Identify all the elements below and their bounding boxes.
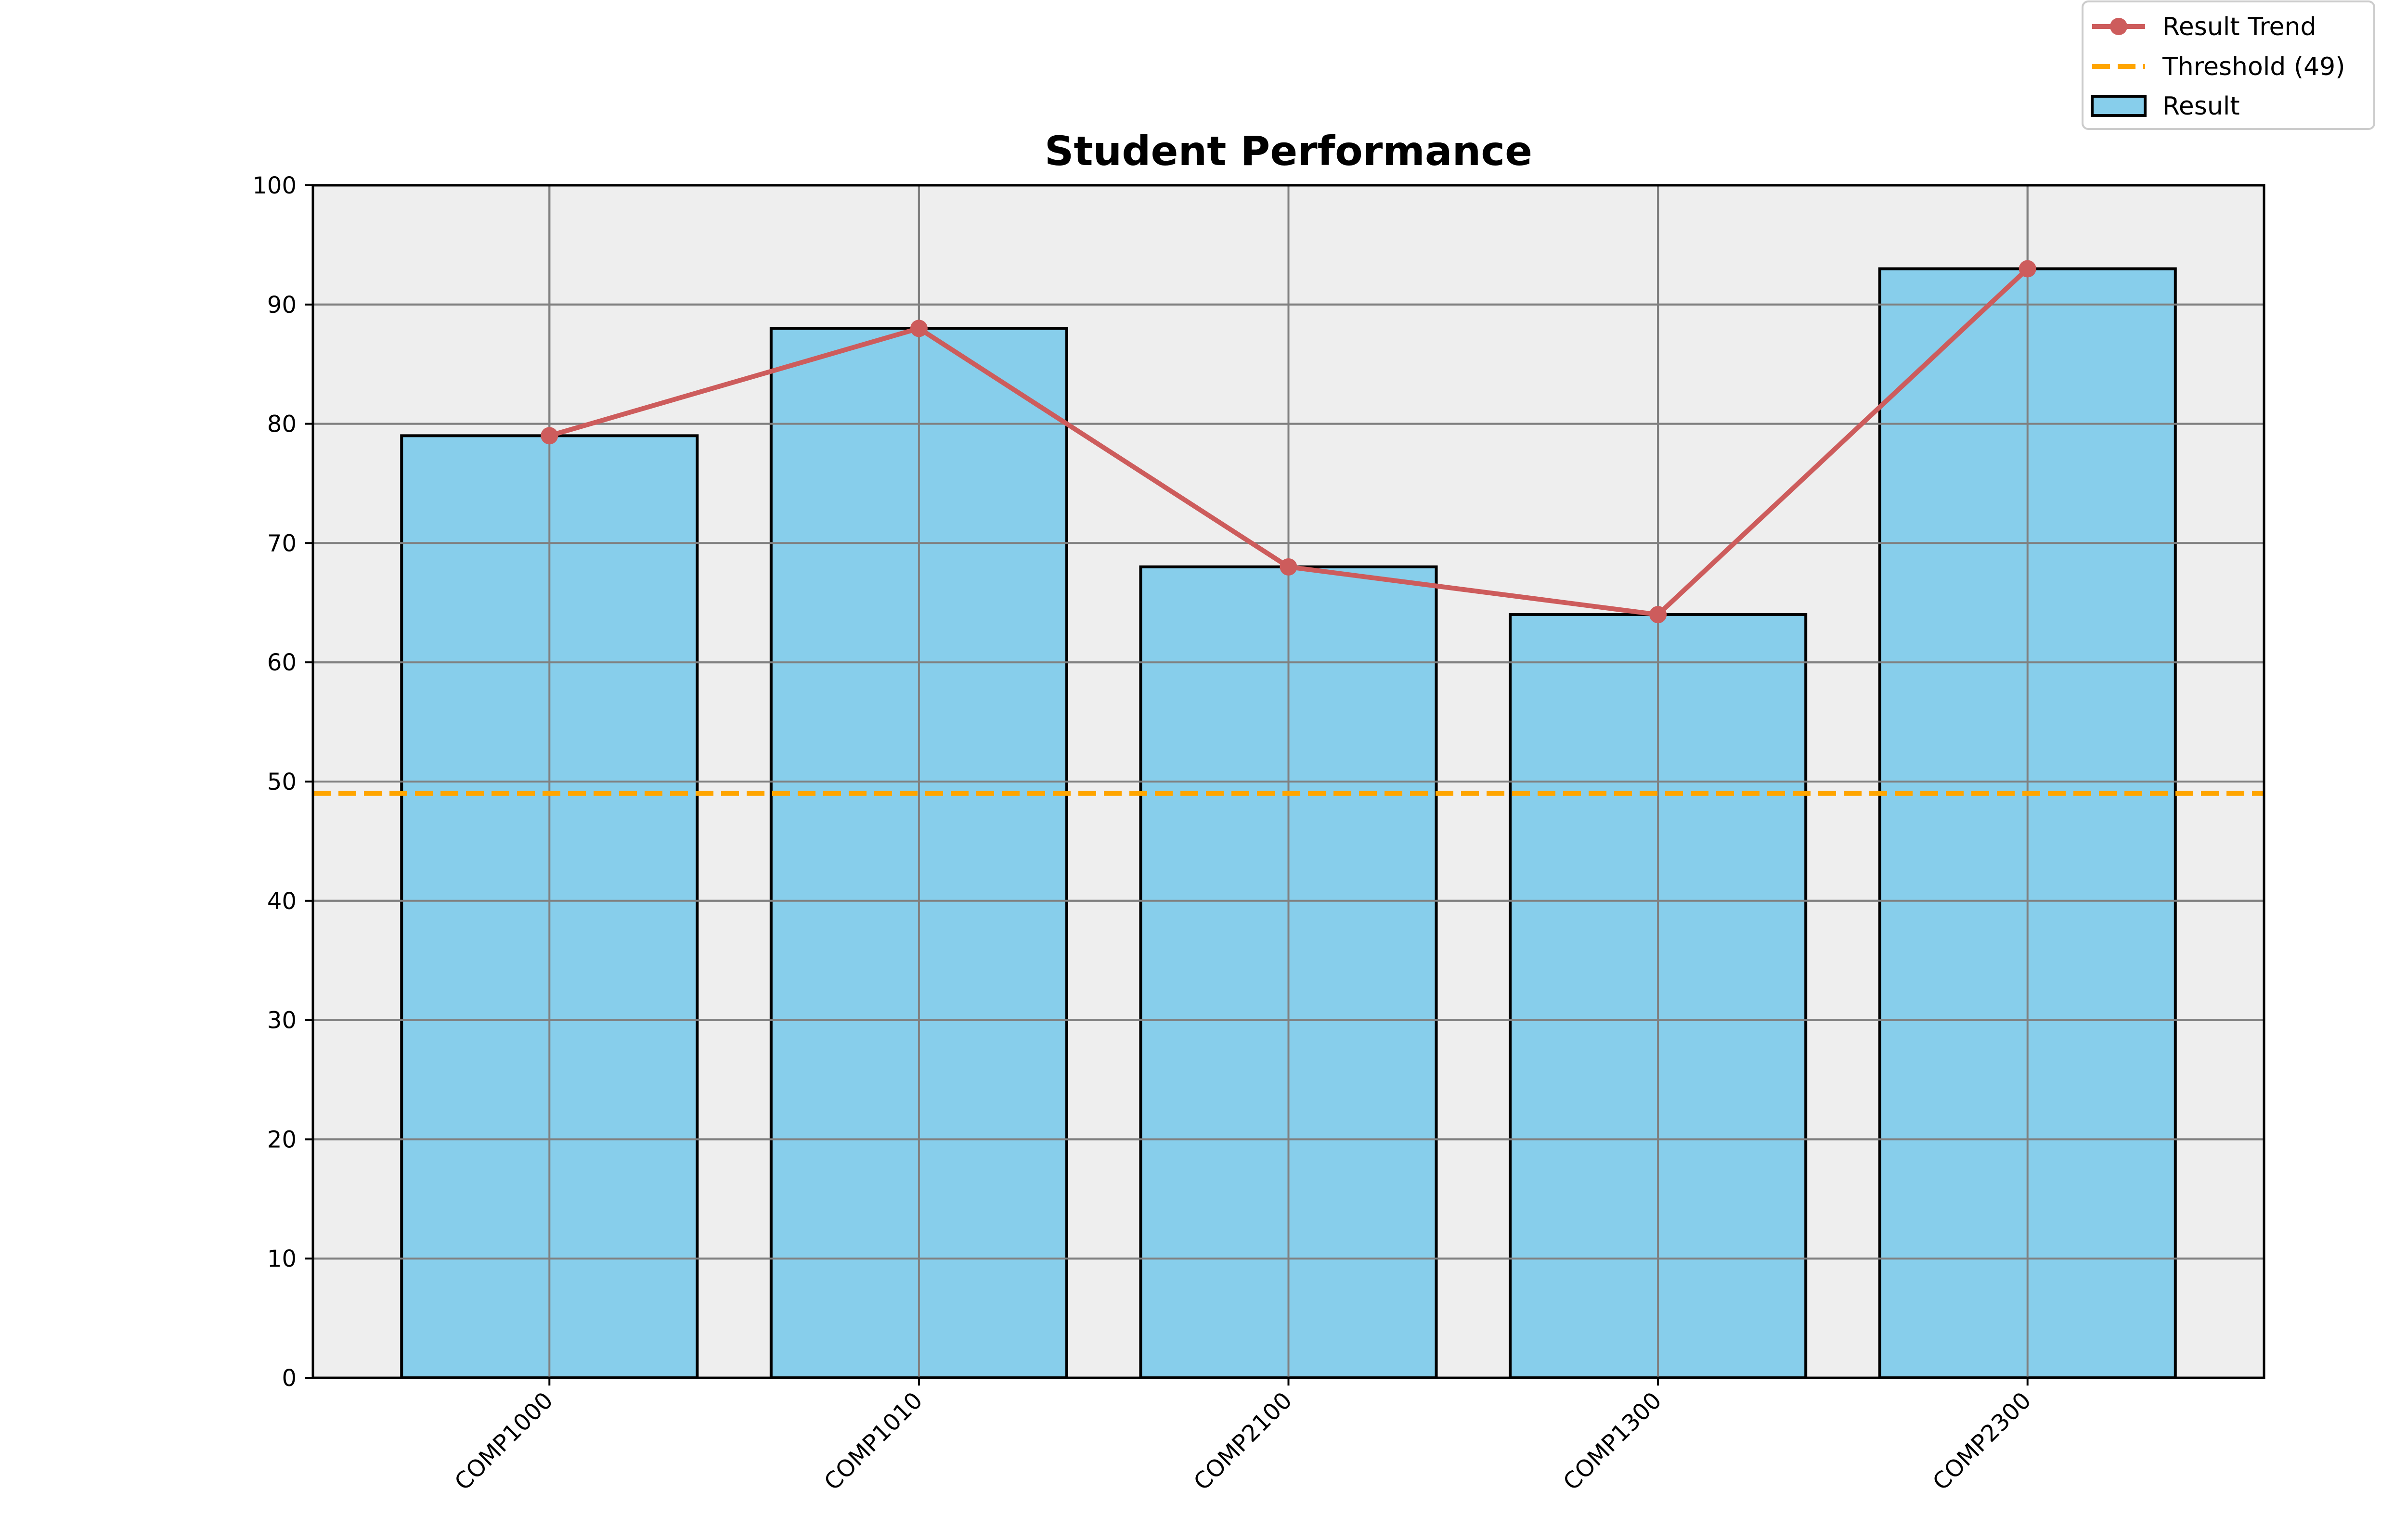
trend-point-comp2300 xyxy=(2019,260,2036,278)
y-tick-label: 90 xyxy=(267,292,297,319)
legend-bar-swatch-icon xyxy=(2091,95,2147,117)
y-tick-label: 0 xyxy=(282,1365,297,1392)
y-tick-label: 10 xyxy=(267,1245,297,1272)
bar-series xyxy=(313,184,2264,1380)
legend: Result Trend Threshold (49) Result xyxy=(2082,0,2375,130)
trend-point-comp2100 xyxy=(1280,558,1297,576)
y-axis-ticks: 0 10 20 30 40 50 60 70 80 90 100 xyxy=(252,172,313,1392)
y-tick-label: 70 xyxy=(267,530,297,557)
y-tick-label: 30 xyxy=(267,1007,297,1034)
y-tick-label: 20 xyxy=(267,1126,297,1153)
trend-point-comp1010 xyxy=(910,320,928,337)
legend-box xyxy=(2082,0,2375,130)
y-tick-label: 100 xyxy=(252,172,297,199)
y-tick-label: 60 xyxy=(267,649,297,676)
legend-entry-label: Result xyxy=(2162,92,2240,121)
chart-title: Student Performance xyxy=(1045,128,1532,175)
trend-point-comp1000 xyxy=(541,427,558,445)
y-tick-label: 40 xyxy=(267,888,297,915)
y-tick-label: 50 xyxy=(267,769,297,796)
legend-trend-marker-icon xyxy=(2110,18,2127,35)
legend-entry-label: Result Trend xyxy=(2162,13,2316,41)
trend-line-series xyxy=(541,260,2036,624)
legend-entry-label: Threshold (49) xyxy=(2162,52,2345,81)
y-tick-label: 80 xyxy=(267,411,297,438)
trend-point-comp1300 xyxy=(1649,606,1667,624)
